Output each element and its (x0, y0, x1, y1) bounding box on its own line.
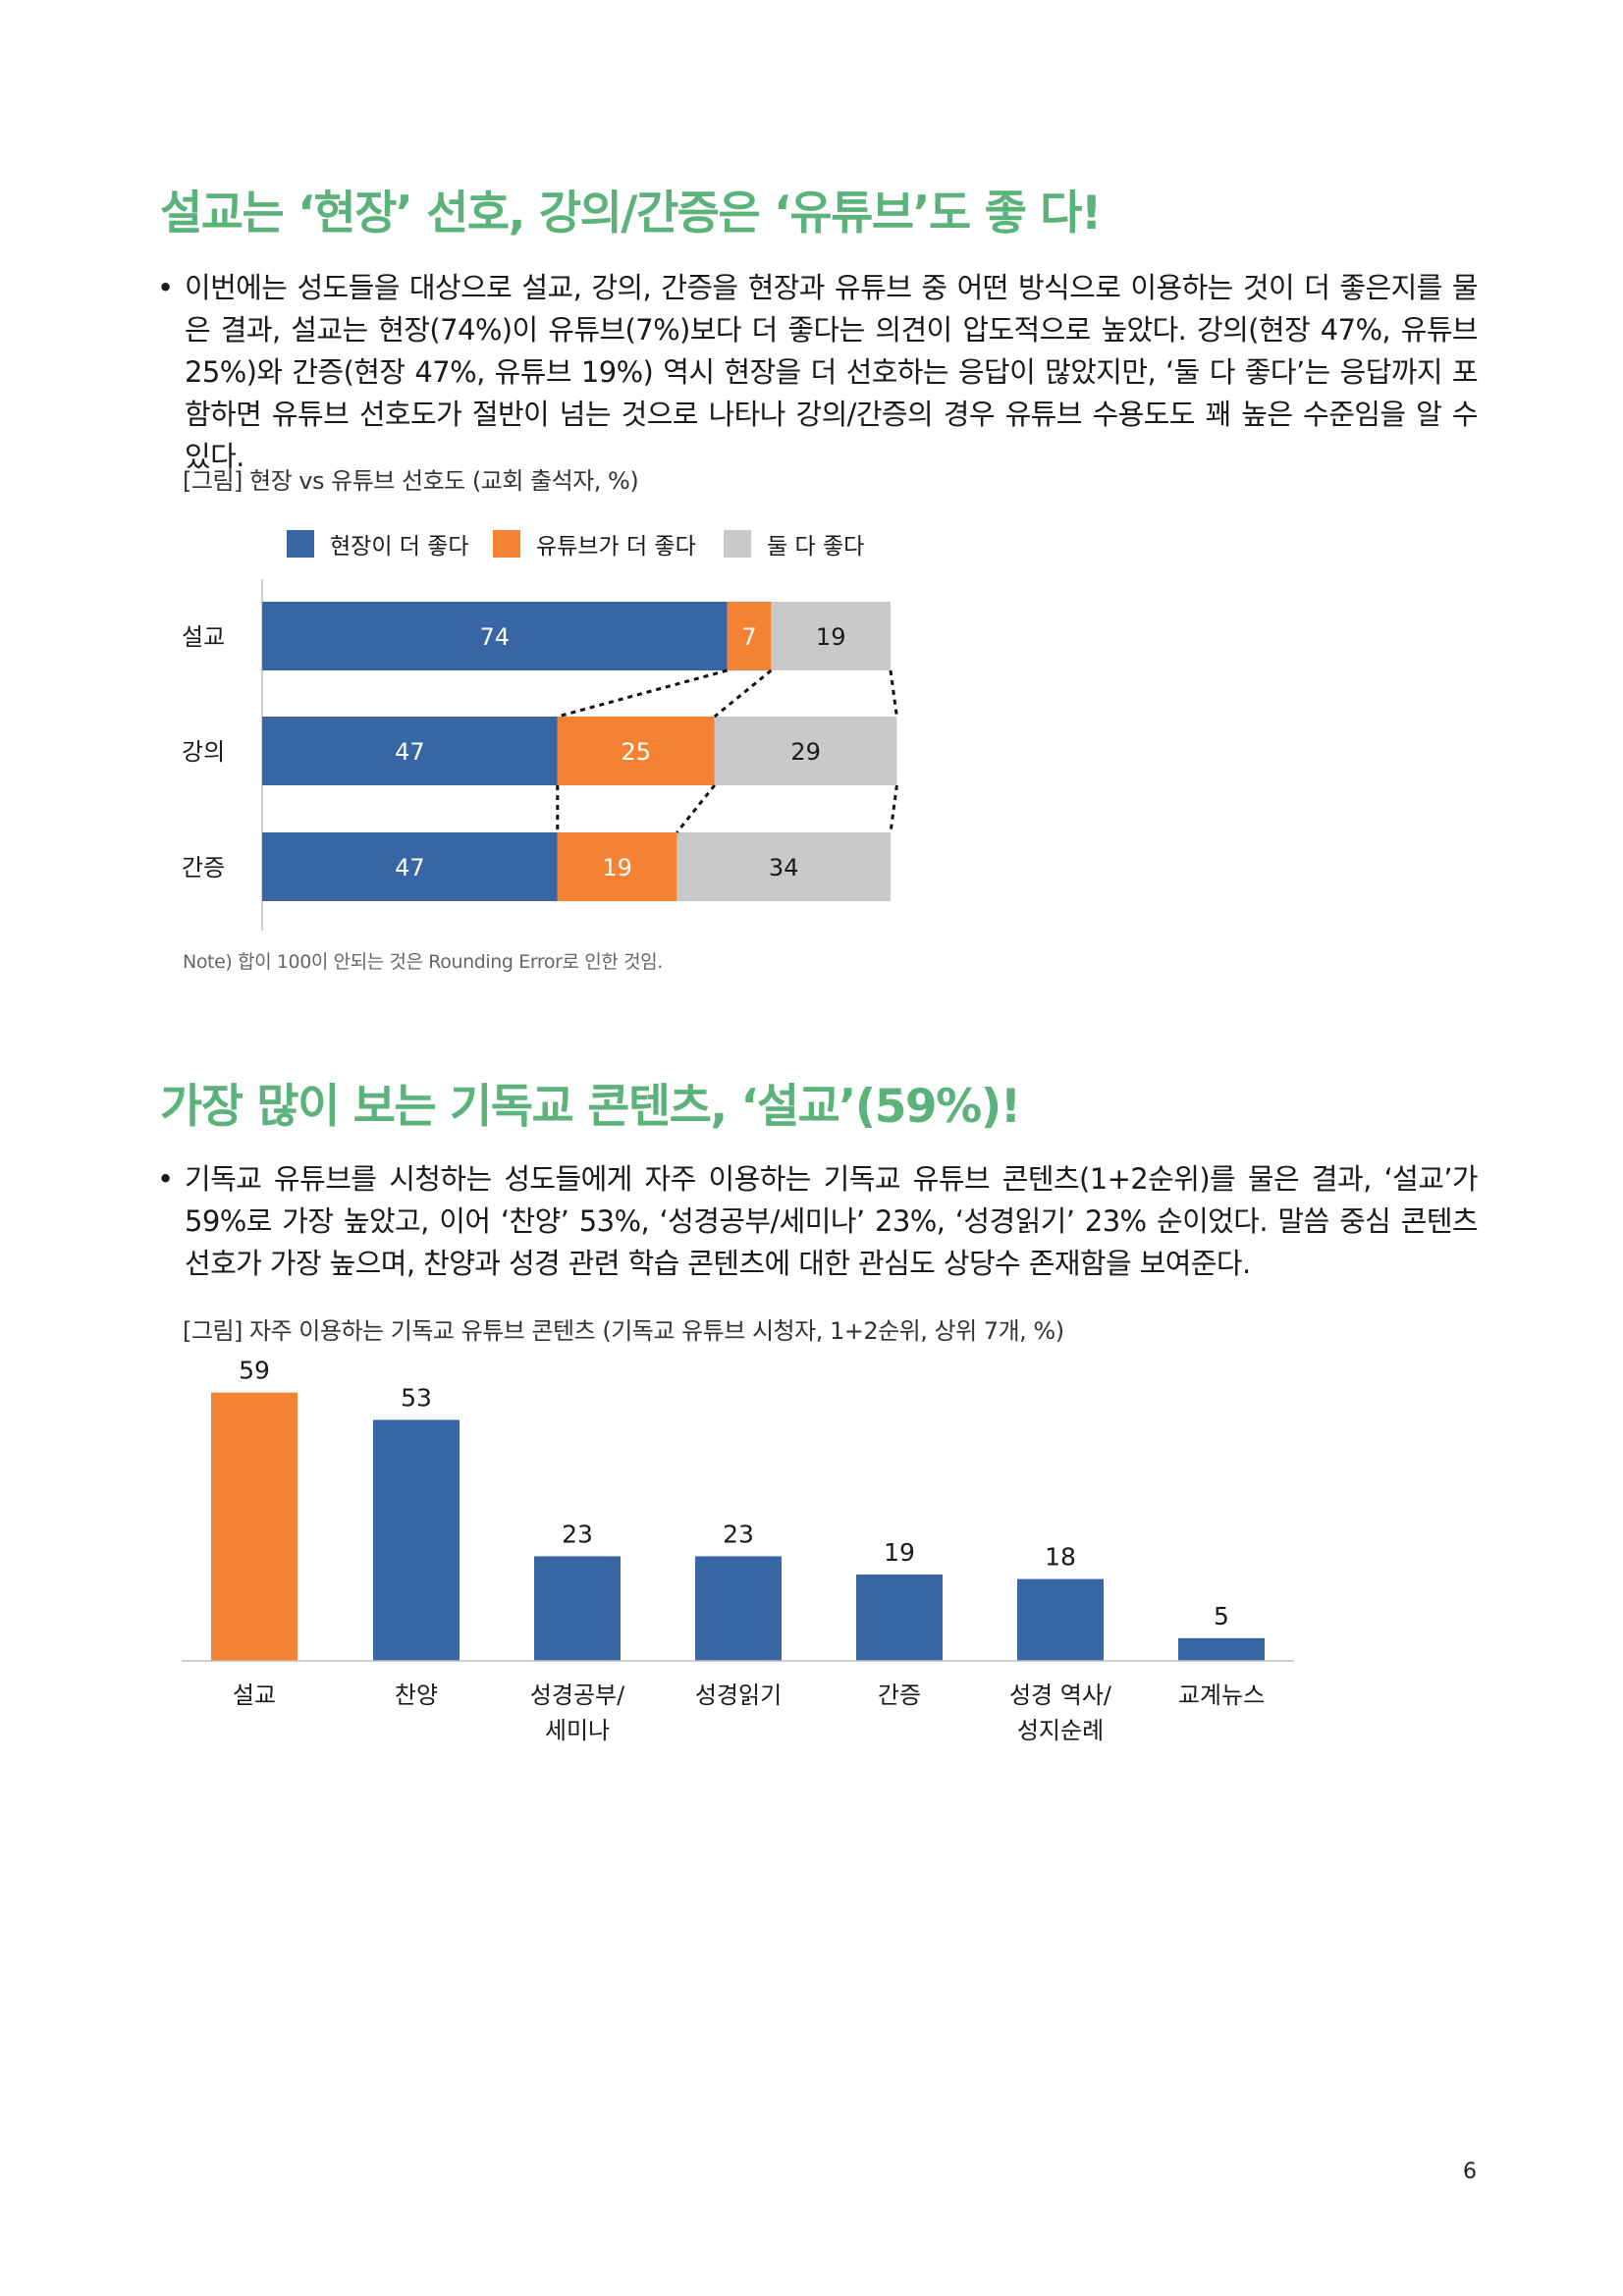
bullet-text: 기독교 유튜브를 시청하는 성도들에게 자주 이용하는 기독교 유튜브 콘텐츠(… (185, 1162, 1479, 1280)
column-bar (1178, 1637, 1265, 1661)
column-chart: 59 설교 53 찬양 23 성경공부/세미나 23 성경읽기 19 간증 18 성경 역사/성지순례… (182, 1357, 1294, 1744)
bullet-mark: • (157, 271, 174, 304)
connector-line (557, 668, 728, 719)
data-label: 25 (622, 738, 652, 766)
figure-caption-2: [그림] 자주 이용하는 기독교 유튜브 콘텐츠 (기독교 유튜브 시청자, 1… (183, 1317, 1064, 1345)
data-label: 74 (480, 623, 511, 651)
data-label: 7 (741, 623, 756, 651)
connector-line (889, 669, 898, 718)
category-label: 찬양 (395, 1682, 438, 1709)
legend-label: 둘 다 좋다 (767, 534, 864, 560)
bar-segment (676, 832, 891, 901)
data-label: 47 (395, 738, 425, 766)
bullet-paragraph-2: • 기독교 유튜브를 시청하는 성도들에게 자주 이용하는 기독교 유튜브 콘텐… (157, 1158, 1479, 1285)
data-label: 47 (395, 854, 425, 881)
category-label: 성경공부/ (530, 1682, 625, 1709)
figure-caption-1: [그림] 현장 vs 유튜브 선호도 (교회 출석자, %) (183, 467, 639, 495)
bullet-paragraph-1: • 이번에는 성도들을 대상으로 설교, 강의, 간증을 현장과 유튜브 중 어… (157, 267, 1479, 478)
legend-swatch (724, 530, 751, 558)
data-label: 19 (884, 1538, 915, 1567)
category-label: 성지순례 (1017, 1717, 1104, 1744)
bar-segment (557, 832, 677, 901)
data-label: 18 (1045, 1543, 1076, 1572)
bar-segment (727, 602, 772, 670)
connector-line (889, 784, 898, 833)
category-label: 세미나 (545, 1717, 610, 1744)
data-label: 53 (401, 1383, 432, 1412)
bar-segment (771, 602, 891, 670)
category-label: 강의 (182, 738, 225, 766)
category-label: 성경 역사/ (1009, 1682, 1112, 1709)
column-bar (856, 1574, 943, 1661)
category-label: 설교 (182, 623, 225, 651)
category-label: 설교 (233, 1682, 276, 1709)
category-label: 교계뉴스 (1178, 1682, 1265, 1709)
category-label: 성경읽기 (695, 1682, 782, 1709)
column-bar (534, 1556, 621, 1661)
chart-note: Note) 합이 100이 안되는 것은 Rounding Error로 인한 … (183, 951, 663, 973)
page-number: 6 (1463, 2160, 1477, 2184)
data-label: 23 (723, 1520, 754, 1548)
column-bar (695, 1556, 782, 1661)
data-label: 23 (562, 1520, 593, 1548)
data-label: 5 (1214, 1602, 1229, 1630)
bar-segment (262, 602, 728, 670)
column-bar (373, 1419, 460, 1661)
bar-segment (557, 717, 715, 785)
data-label: 19 (602, 854, 632, 881)
data-label: 19 (816, 623, 846, 651)
data-label: 29 (790, 738, 821, 766)
connector-line (713, 668, 773, 719)
legend-swatch (493, 530, 520, 558)
connector-line (676, 784, 716, 833)
bar-segment (262, 717, 558, 785)
bullet-text: 이번에는 성도들을 대상으로 설교, 강의, 간증을 현장과 유튜브 중 어떤 … (185, 271, 1479, 473)
bar-segment (262, 832, 558, 901)
column-bar (211, 1392, 298, 1661)
legend-label: 현장이 더 좋다 (330, 534, 469, 560)
category-label: 간증 (878, 1682, 921, 1709)
legend-swatch (287, 530, 314, 558)
column-bar (1017, 1578, 1104, 1661)
bullet-mark: • (157, 1162, 174, 1196)
category-label: 간증 (182, 854, 225, 881)
legend-label: 유튜브가 더 좋다 (536, 534, 696, 560)
bar-segment (714, 717, 897, 785)
data-label: 59 (239, 1357, 270, 1385)
data-label: 34 (769, 854, 799, 881)
section-title-2: 가장 많이 보는 기독교 콘텐츠, ‘설교’(59%)! (160, 1080, 1021, 1134)
section-title-1: 설교는 ‘현장’ 선호, 강의/간증은 ‘유튜브’도 좋 다! (160, 187, 1102, 240)
